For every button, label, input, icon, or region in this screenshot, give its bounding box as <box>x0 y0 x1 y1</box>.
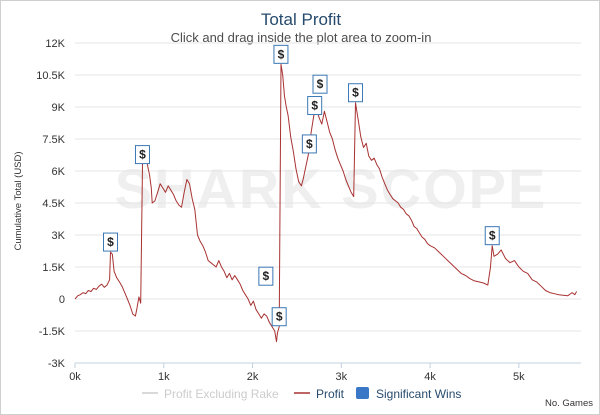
y-tick-label: 12K <box>45 38 65 50</box>
win-badge <box>484 226 500 246</box>
win-badge-symbol: $ <box>139 148 146 162</box>
legend-item-profit-excluding-rake[interactable]: Profit Excluding Rake <box>142 387 279 401</box>
y-tick-label: 9K <box>52 102 66 114</box>
x-tick-label: 0k <box>69 371 81 383</box>
win-badge-symbol: $ <box>306 137 313 151</box>
y-tick-label: 0 <box>59 294 65 306</box>
y-tick-label: -1.5K <box>39 326 66 338</box>
y-axis-ticks: 12K 10.5K 9K 7.5K 6K 4.5K 3K 1.5K 0 -1.5K -3K <box>36 38 65 370</box>
chart-title: Total Profit <box>261 10 342 29</box>
win-badge <box>258 266 274 286</box>
grid <box>75 42 581 364</box>
win-badge-symbol: $ <box>311 99 318 113</box>
y-tick-label: 4.5K <box>42 198 65 210</box>
win-badge <box>134 145 150 165</box>
legend: Profit Excluding Rake Profit Significant… <box>142 387 461 401</box>
win-badge-symbol: $ <box>352 86 359 100</box>
legend-label-profit-excluding-rake: Profit Excluding Rake <box>164 387 279 401</box>
y-tick-label: 7.5K <box>42 134 65 146</box>
win-badge <box>103 232 119 252</box>
win-badge-symbol: $ <box>276 310 283 324</box>
x-tick-label: 3k <box>336 371 348 383</box>
x-axis-label: No. Games <box>545 398 593 409</box>
chart-subtitle: Click and drag inside the plot area to z… <box>171 30 432 45</box>
x-axis-ticks: 0k 1k 2k 3k 4k 5k <box>69 363 525 383</box>
y-tick-label: 1.5K <box>42 262 65 274</box>
legend-box-significant-wins <box>356 387 369 399</box>
x-tick-label: 2k <box>247 371 259 383</box>
win-badge <box>312 74 328 94</box>
significant-win-marker[interactable]: $ <box>134 145 150 165</box>
legend-label-profit: Profit <box>316 387 345 401</box>
watermark: SHARK SCOPE <box>115 157 548 220</box>
legend-item-significant-wins[interactable]: Significant Wins <box>356 387 461 401</box>
legend-item-profit[interactable]: Profit <box>294 387 345 401</box>
x-tick-label: 5k <box>513 371 525 383</box>
significant-win-marker[interactable]: $ <box>258 266 274 286</box>
win-badge-symbol: $ <box>317 77 324 91</box>
significant-win-marker[interactable]: $ <box>103 232 119 252</box>
win-badge-symbol: $ <box>489 229 496 243</box>
significant-wins[interactable]: $ $ $ $ $ $ $ $ $ $ <box>103 44 500 327</box>
win-badge <box>273 44 289 64</box>
significant-win-marker[interactable]: $ <box>307 96 323 116</box>
win-badge-symbol: $ <box>278 47 285 61</box>
win-badge <box>271 307 287 327</box>
x-tick-label: 1k <box>158 371 170 383</box>
legend-label-significant-wins: Significant Wins <box>376 387 461 401</box>
y-axis-label: Cumulative Total (USD) <box>13 151 24 250</box>
y-tick-label: 6K <box>52 166 66 178</box>
significant-win-marker[interactable]: $ <box>348 83 364 103</box>
significant-win-marker[interactable]: $ <box>312 74 328 94</box>
significant-win-marker[interactable]: $ <box>271 307 287 327</box>
win-badge-symbol: $ <box>263 269 270 283</box>
x-tick-label: 4k <box>424 371 436 383</box>
significant-win-marker[interactable]: $ <box>273 44 289 64</box>
win-badge <box>348 83 364 103</box>
win-badge-symbol: $ <box>107 235 114 249</box>
win-badge <box>307 96 323 116</box>
y-tick-label: 10.5K <box>36 70 65 82</box>
win-badge <box>301 134 317 154</box>
significant-win-marker[interactable]: $ <box>301 134 317 154</box>
y-tick-label: 3K <box>52 230 66 242</box>
significant-win-marker[interactable]: $ <box>484 226 500 246</box>
y-tick-label: -3K <box>48 358 66 370</box>
